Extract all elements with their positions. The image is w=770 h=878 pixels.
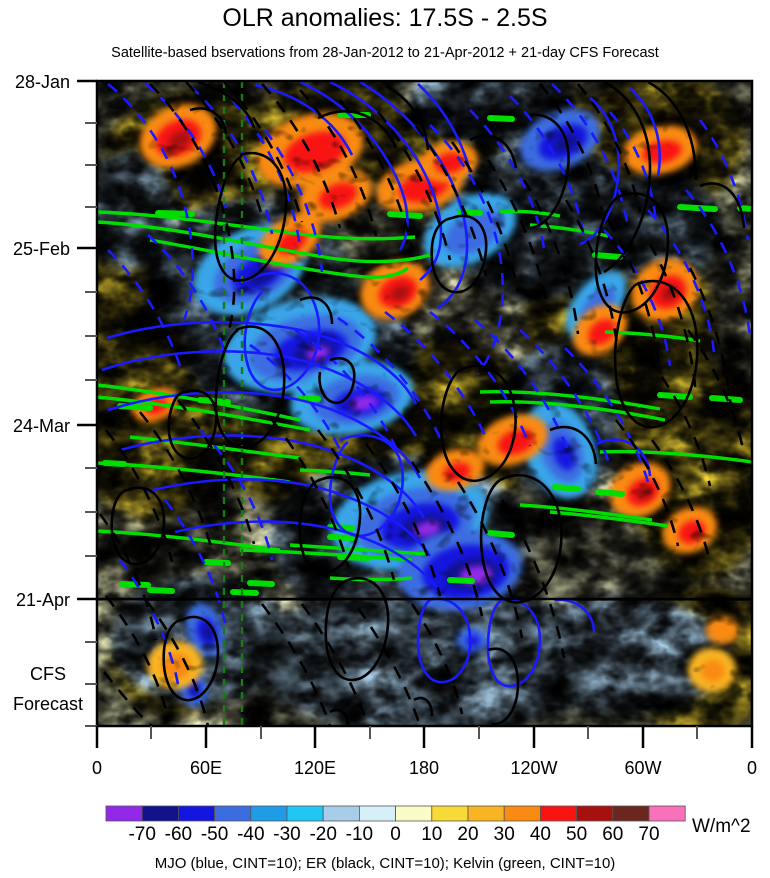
- colorbar-label--50: -50: [201, 824, 228, 845]
- colorbar-label--70: -70: [128, 824, 155, 845]
- colorbar-label-40: 40: [530, 824, 551, 845]
- x-tick-label-0e: 0: [92, 758, 102, 778]
- colorbar-swatch-9: [431, 805, 469, 822]
- colorbar-units-label: W/m^2: [692, 816, 751, 837]
- colorbar-label--60: -60: [165, 824, 192, 845]
- colorbar-label-0: 0: [390, 824, 401, 845]
- x-tick-label-60w: 60W: [624, 758, 661, 778]
- colorbar-swatch-0: [105, 805, 143, 822]
- kelvin-contours: [97, 209, 752, 582]
- field-texture-fine: [97, 81, 752, 726]
- colorbar-swatch-3: [214, 805, 252, 822]
- colorbar-label-60: 60: [602, 824, 623, 845]
- mjo-contours-solid: [101, 81, 661, 688]
- colorbar-swatches: [105, 805, 686, 822]
- colorbar-swatch-2: [177, 805, 215, 822]
- colorbar-label-50: 50: [566, 824, 587, 845]
- x-tick-label-60e: 60E: [190, 758, 222, 778]
- colorbar-swatch-4: [250, 805, 288, 822]
- colorbar-label--20: -20: [309, 824, 336, 845]
- colorbar-label--10: -10: [346, 824, 373, 845]
- er-contours-solid: [110, 81, 746, 726]
- colorbar-swatch-8: [395, 805, 433, 822]
- colorbar-label-70: 70: [638, 824, 659, 845]
- subtitle: Satellite-based bservations from 28-Jan-…: [111, 45, 659, 61]
- colorbar-label--30: -30: [273, 824, 300, 845]
- y-tick-label-28-jan: 28-Jan: [15, 72, 70, 92]
- colorbar: -70 -60 -50 -40 -30 -20 -10 0 10 20 30 4…: [105, 805, 751, 845]
- cfs-forecast-label-line1: CFS: [30, 664, 66, 684]
- y-tick-label-21-apr: 21-Apr: [16, 590, 70, 610]
- x-axis: 0 60E 120E 180 120W 60W 0: [92, 726, 757, 778]
- colorbar-label--40: -40: [237, 824, 264, 845]
- colorbar-tick-labels: -70 -60 -50 -40 -30 -20 -10 0 10 20 30 4…: [128, 824, 659, 845]
- page-title: OLR anomalies: 17.5S - 2.5S: [222, 4, 547, 32]
- x-tick-label-120w: 120W: [510, 758, 557, 778]
- colorbar-swatch-7: [358, 805, 396, 822]
- colorbar-swatch-15: [648, 805, 686, 822]
- colorbar-swatch-5: [286, 805, 324, 822]
- y-tick-label-25-feb: 25-Feb: [13, 239, 70, 259]
- y-axis: 28-Jan 25-Feb 24-Mar 21-Apr CFS Forecast: [13, 72, 97, 727]
- colorbar-swatch-13: [576, 805, 614, 822]
- cfs-forecast-label-line2: Forecast: [13, 694, 83, 714]
- x-tick-label-120e: 120E: [294, 758, 336, 778]
- colorbar-label-10: 10: [421, 824, 442, 845]
- mjo-contours-dashed: [107, 81, 752, 685]
- colorbar-swatch-12: [540, 805, 578, 822]
- colorbar-swatch-14: [612, 805, 650, 822]
- colorbar-swatch-10: [467, 805, 505, 822]
- y-tick-label-24-mar: 24-Mar: [13, 416, 70, 436]
- colorbar-label-20: 20: [457, 824, 478, 845]
- colorbar-swatch-1: [141, 805, 179, 822]
- x-tick-label-0w: 0: [747, 758, 757, 778]
- x-tick-label-180: 180: [409, 758, 439, 778]
- colorbar-label-30: 30: [494, 824, 515, 845]
- plot-field: [97, 81, 752, 726]
- colorbar-swatch-11: [503, 805, 541, 822]
- er-contours-dashed: [98, 81, 746, 726]
- colorbar-swatch-6: [322, 805, 360, 822]
- legend-footer: MJO (blue, CINT=10); ER (black, CINT=10)…: [155, 855, 616, 872]
